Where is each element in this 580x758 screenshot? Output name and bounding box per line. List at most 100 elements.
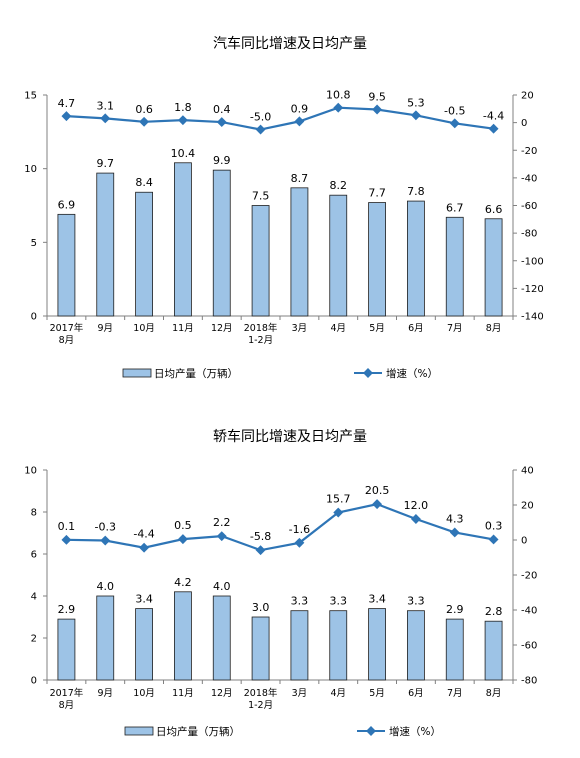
bar [290, 187, 309, 317]
bar-value-label: 4.0 [97, 580, 115, 593]
x-tick-label: 3月 [292, 323, 308, 334]
growth-line [66, 106, 494, 131]
line-marker [255, 545, 266, 556]
bar-value-label: 9.9 [213, 154, 231, 167]
legend-bar-swatch [122, 368, 152, 378]
right-y-tick-label: -40 [521, 606, 537, 617]
x-tick-label: 2018年 [244, 687, 278, 699]
right-y-tick-label: -40 [521, 173, 537, 184]
line-value-label: -0.3 [95, 521, 116, 534]
x-tick-label: 11月 [172, 323, 194, 334]
bar-value-label: 2.9 [446, 603, 464, 616]
bar-value-label: 4.2 [174, 576, 192, 589]
bar-value-label: 8.4 [135, 176, 153, 189]
line-value-label: 4.3 [446, 512, 464, 525]
right-y-tick-label: -80 [521, 229, 537, 240]
line-value-label: 20.5 [365, 484, 390, 497]
line-value-label: 12.0 [404, 499, 429, 512]
car-chart: 汽车同比增速及日均产量 0 5 10 15 -140 -120 -100 -80 -60 -40 -… [24, 35, 543, 380]
x-tick-label: 6月 [408, 323, 424, 334]
x-tick-label: 4月 [330, 688, 346, 699]
bar-value-label: 9.7 [97, 157, 115, 170]
left-y-tick-label: 8 [31, 508, 37, 519]
left-y-tick-label: 5 [31, 238, 37, 249]
line-marker [177, 115, 188, 126]
x-tick-label: 8月 [59, 700, 75, 711]
sedan-chart: 轿车同比增速及日均产量 0 2 4 6 8 10 -80 -60 -40 -20 0 20 40 2017… [24, 428, 537, 738]
bar-value-label: 7.8 [407, 185, 425, 198]
bar-value-label: 6.9 [58, 198, 76, 211]
bar [135, 608, 153, 681]
growth-line [66, 502, 494, 552]
left-y-tick-label: 10 [24, 466, 37, 477]
right-y-tick-label: 0 [521, 118, 527, 129]
line-value-label: 10.8 [326, 89, 351, 102]
right-y-tick-label: -60 [521, 641, 537, 652]
plot-area: 051015-140-120-100-80-60-40-200202017年8月… [24, 89, 543, 346]
bar [368, 608, 386, 681]
bar [135, 191, 153, 317]
right-y-tick-label: 20 [521, 501, 534, 512]
bar [368, 202, 386, 317]
x-tick-label: 8月 [59, 335, 75, 346]
line-marker [61, 534, 72, 545]
x-tick-label: 12月 [211, 688, 233, 699]
line-value-label: -4.4 [133, 528, 154, 541]
legend-line-label: 增速（%） [389, 725, 441, 738]
chart-title: 轿车同比增速及日均产量 [213, 428, 367, 445]
right-y-tick-label: -100 [521, 256, 544, 267]
bar [290, 610, 309, 681]
bar [329, 194, 348, 317]
right-y-tick-label: -140 [521, 312, 544, 323]
bar-value-label: 3.3 [407, 595, 425, 608]
right-y-tick-label: -60 [521, 201, 537, 212]
line-value-label: 5.3 [407, 96, 425, 109]
left-y-tick-label: 10 [24, 164, 37, 175]
line-marker [333, 507, 344, 518]
line-value-label: 3.1 [97, 99, 115, 112]
line-value-label: -1.6 [289, 523, 310, 536]
line-marker [216, 531, 227, 542]
bar-value-label: 2.8 [485, 605, 503, 618]
bar-value-label: 7.7 [368, 187, 386, 200]
right-y-tick-label: 40 [521, 466, 534, 477]
x-tick-label: 9月 [97, 323, 113, 334]
bar [174, 162, 192, 317]
line-marker [294, 537, 305, 548]
right-y-tick-label: 0 [521, 536, 527, 547]
x-tick-label: 8月 [486, 688, 502, 699]
line-value-label: -4.4 [483, 110, 504, 123]
bar [445, 618, 464, 681]
line-value-label: 0.4 [213, 103, 231, 116]
line-value-label: -5.8 [250, 530, 271, 543]
bar-value-label: 7.5 [252, 190, 270, 203]
right-y-tick-label: -120 [521, 284, 544, 295]
left-y-tick-label: 2 [31, 634, 37, 645]
bar-value-label: 6.7 [446, 201, 464, 214]
right-y-tick-label: -20 [521, 571, 537, 582]
line-marker [61, 111, 72, 122]
bar-value-label: 8.2 [330, 179, 348, 192]
bar-value-label: 3.4 [135, 593, 153, 606]
right-y-tick-label: -80 [521, 676, 537, 687]
bar [251, 205, 270, 317]
chart-title: 汽车同比增速及日均产量 [213, 35, 367, 52]
x-tick-label: 10月 [133, 323, 155, 334]
right-y-tick-label: -20 [521, 146, 537, 157]
left-y-tick-label: 4 [31, 592, 37, 603]
bar [212, 169, 231, 317]
bar [212, 595, 231, 681]
x-tick-label: 2017年 [50, 687, 84, 699]
bar [484, 218, 503, 317]
line-marker [177, 534, 188, 545]
line-marker [139, 542, 150, 553]
x-tick-label: 7月 [447, 323, 463, 334]
left-y-tick-label: 15 [24, 91, 37, 102]
bar [57, 213, 76, 317]
x-tick-label: 10月 [133, 688, 155, 699]
x-tick-label: 3月 [292, 688, 308, 699]
bar [251, 616, 270, 681]
bar [445, 216, 464, 317]
line-value-label: -5.0 [250, 111, 271, 124]
legend-line-label: 增速（%） [386, 367, 438, 380]
